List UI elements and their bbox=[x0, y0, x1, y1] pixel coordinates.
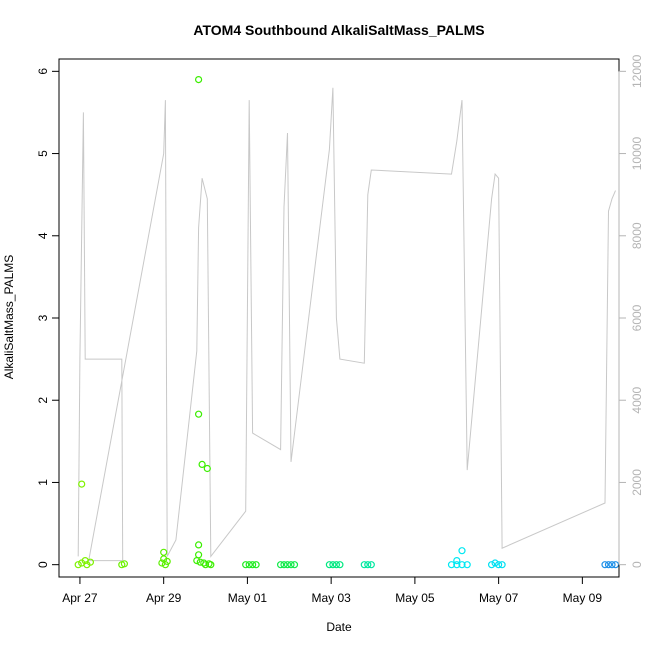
data-point bbox=[491, 559, 499, 567]
data-point bbox=[252, 561, 260, 569]
data-point bbox=[488, 561, 496, 569]
y-tick-label: 1 bbox=[36, 479, 50, 486]
data-point bbox=[86, 558, 95, 566]
data-point bbox=[245, 561, 253, 569]
data-point bbox=[447, 561, 456, 569]
data-point bbox=[193, 556, 201, 565]
data-point bbox=[458, 547, 466, 555]
data-point bbox=[242, 561, 250, 569]
data-point bbox=[367, 561, 375, 569]
x-tick-label: Apr 27 bbox=[62, 591, 98, 605]
data-point bbox=[195, 75, 203, 84]
y2-tick-label: 6000 bbox=[630, 304, 644, 331]
y-tick-label: 4 bbox=[36, 232, 50, 239]
y-tick-label: 2 bbox=[36, 397, 50, 404]
data-point bbox=[203, 464, 211, 473]
data-point bbox=[200, 559, 208, 567]
chart-title: ATOM4 Southbound AlkaliSaltMass_PALMS bbox=[193, 22, 484, 38]
data-point bbox=[604, 561, 613, 569]
data-point bbox=[249, 561, 257, 569]
x-tick-label: Apr 29 bbox=[146, 591, 182, 605]
y2-tick-label: 2000 bbox=[630, 469, 644, 496]
data-point bbox=[336, 561, 344, 569]
data-point bbox=[201, 561, 210, 569]
x-tick-label: May 05 bbox=[395, 591, 435, 605]
data-point bbox=[160, 548, 168, 556]
data-point bbox=[74, 561, 82, 569]
y-tick-label: 3 bbox=[36, 314, 50, 321]
x-tick-label: May 01 bbox=[228, 591, 268, 605]
data-point bbox=[332, 561, 340, 569]
data-point bbox=[163, 557, 171, 566]
data-point bbox=[78, 480, 86, 488]
x-axis-title: Date bbox=[326, 620, 352, 634]
y2-tick-label: 4000 bbox=[630, 387, 644, 414]
data-point bbox=[120, 560, 129, 568]
x-tick-label: May 07 bbox=[479, 591, 519, 605]
y-axis-left: 0 1 2 3 4 5 6 bbox=[36, 68, 60, 568]
y2-tick-label: 8000 bbox=[630, 222, 644, 249]
data-point bbox=[325, 561, 333, 569]
y-tick-label: 6 bbox=[36, 68, 50, 75]
data-point bbox=[280, 561, 288, 569]
data-point bbox=[453, 556, 461, 565]
data-point bbox=[329, 561, 337, 569]
data-point bbox=[458, 561, 466, 569]
data-point bbox=[601, 561, 609, 569]
x-tick-label: May 03 bbox=[311, 591, 351, 605]
data-point bbox=[195, 410, 203, 418]
data-point bbox=[195, 541, 203, 549]
secondary-trace bbox=[77, 87, 616, 562]
data-point bbox=[277, 561, 285, 569]
data-point bbox=[463, 561, 471, 569]
data-point bbox=[364, 561, 372, 569]
data-point bbox=[198, 460, 206, 468]
data-point bbox=[283, 561, 292, 569]
data-point bbox=[290, 561, 299, 569]
data-point bbox=[360, 561, 368, 569]
y2-tick-label: 12000 bbox=[630, 54, 644, 88]
data-point bbox=[287, 561, 295, 569]
data-point bbox=[495, 561, 503, 569]
x-axis: Apr 27 Apr 29 May 01 May 03 May 05 May 07 May … bbox=[62, 576, 603, 605]
y-axis-title: AlkaliSaltMass_PALMS bbox=[2, 255, 16, 380]
x-tick-label: May 09 bbox=[563, 591, 603, 605]
y-tick-label: 5 bbox=[36, 150, 50, 157]
y2-tick-label: 0 bbox=[630, 561, 644, 568]
data-point bbox=[453, 561, 461, 569]
data-point bbox=[498, 561, 506, 569]
y-axis-right: 0 2000 4000 6000 8000 10000 12000 bbox=[618, 54, 644, 568]
secondary-trace-line bbox=[77, 87, 616, 562]
y-tick-label: 0 bbox=[36, 561, 50, 568]
data-point bbox=[608, 561, 616, 569]
data-point bbox=[207, 561, 215, 569]
data-points bbox=[74, 75, 620, 569]
y2-tick-label: 10000 bbox=[630, 137, 644, 171]
